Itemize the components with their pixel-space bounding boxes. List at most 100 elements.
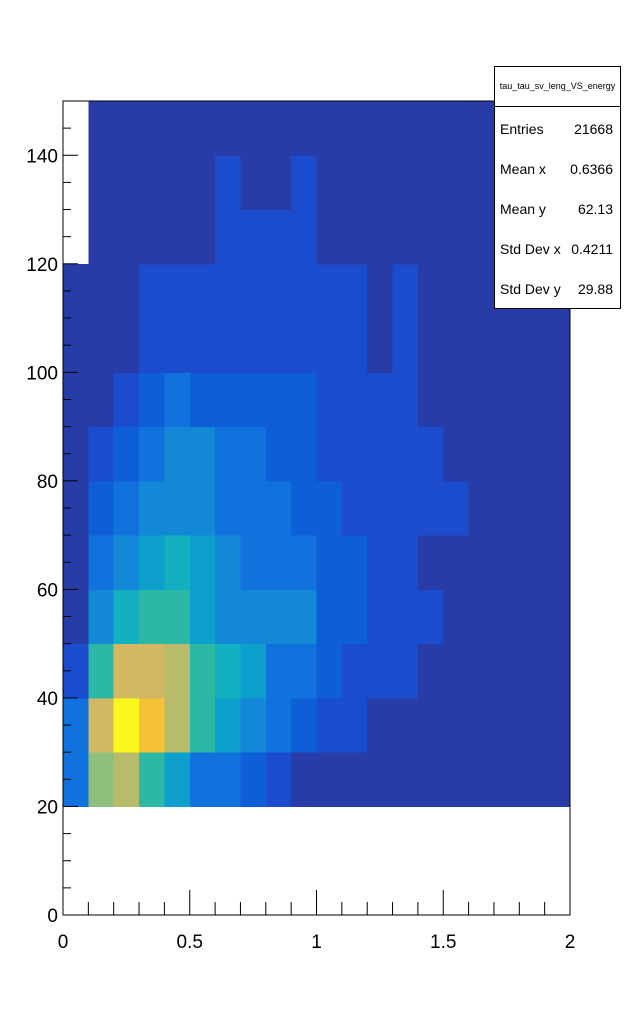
stats-label: Mean y [500,201,546,217]
heatmap-cell [189,643,216,699]
heatmap-cell [88,426,115,482]
heatmap-cell [544,643,571,699]
heatmap-cell [113,643,140,699]
stats-row-mean-x: Mean x 0.6366 [495,161,620,181]
heatmap-cell [113,535,140,590]
stats-value: 0.6366 [570,161,613,177]
heatmap-cell [189,480,216,536]
heatmap-cell [113,752,140,807]
heatmap-cell [215,372,241,428]
heatmap-cell [519,372,546,428]
heatmap-cell [417,535,444,590]
heatmap-cell [519,589,546,645]
heatmap-cell [215,155,241,211]
heatmap-cell [139,101,165,156]
heatmap-cell [265,101,292,156]
y-tick-label: 20 [37,797,58,818]
heatmap-cell [519,426,546,482]
heatmap-cell [139,752,165,807]
heatmap-cell [341,643,368,699]
heatmap-cell [367,697,394,753]
heatmap-cell [341,372,368,428]
heatmap-cell [417,480,444,536]
heatmap-cell [265,752,292,807]
heatmap-cell [189,426,216,482]
heatmap-cell [291,535,317,590]
heatmap-cell [392,318,419,373]
heatmap-cell [443,697,470,753]
stats-row-std-dev-x: Std Dev x 0.4211 [495,241,620,261]
heatmap-cell [265,372,292,428]
heatmap-cell [519,697,546,753]
heatmap-cell [443,318,470,373]
heatmap-cell [215,101,241,156]
stats-value: 29.88 [577,281,613,297]
heatmap-cell [417,752,444,807]
heatmap-cell [341,535,368,590]
heatmap-cell [468,426,495,482]
heatmap-cell [417,426,444,482]
heatmap-cell [519,318,546,373]
heatmap-cell [291,101,317,156]
heatmap-cell [240,480,267,536]
heatmap-cell [189,101,216,156]
heatmap-cell [544,318,571,373]
heatmap-cell [468,263,495,319]
heatmap-cell [265,318,292,373]
heatmap-cell [139,155,165,211]
heatmap-cell [316,589,343,645]
heatmap-cell [265,155,292,211]
heatmap-cell [164,263,191,319]
heatmap-cell [215,697,241,753]
heatmap-cell [139,263,165,319]
heatmap-cell [265,209,292,265]
heatmap-cell [164,209,191,265]
heatmap-cell [468,155,495,211]
heatmap-cell [341,263,368,319]
heatmap-cell [88,263,115,319]
heatmap-cell [544,697,571,753]
heatmap-cell [291,372,317,428]
heatmap-cell [215,480,241,536]
heatmap-cell [215,426,241,482]
heatmap-cell [265,697,292,753]
heatmap-cell [367,480,394,536]
x-tick-label: 0.5 [177,932,203,953]
heatmap-cell [240,697,267,753]
heatmap-cell [493,589,520,645]
heatmap-cell [189,697,216,753]
heatmap-cell [417,643,444,699]
heatmap-cell [544,372,571,428]
heatmap-cell [164,372,191,428]
heatmap-cell [392,263,419,319]
heatmap-cell [367,101,394,156]
heatmap-cell [88,318,115,373]
heatmap-cell [417,589,444,645]
heatmap-cell [215,318,241,373]
heatmap-cell [468,589,495,645]
heatmap-cell [164,426,191,482]
heatmap-cell [341,209,368,265]
stats-row-std-dev-y: Std Dev y 29.88 [495,281,620,301]
stats-box: tau_tau_sv_leng_VS_energy Entries 21668 … [494,66,621,309]
heatmap-cell [291,589,317,645]
heatmap-cell [519,535,546,590]
heatmap-cell [113,589,140,645]
heatmap-cell [113,263,140,319]
heatmap-cell [468,643,495,699]
heatmap-cell [493,426,520,482]
stats-label: Entries [500,121,544,137]
heatmap-cell [417,101,444,156]
heatmap-cell [341,101,368,156]
heatmap-cell [417,372,444,428]
axis-ticks [62,100,571,916]
heatmap-cell [164,643,191,699]
heatmap-cell [240,589,267,645]
heatmap-cell [468,697,495,753]
heatmap-cell [240,426,267,482]
y-tick-label: 60 [37,580,58,601]
heatmap-cell [189,372,216,428]
heatmap-cell [443,263,470,319]
heatmap-cell [316,318,343,373]
heatmap-cell [291,752,317,807]
